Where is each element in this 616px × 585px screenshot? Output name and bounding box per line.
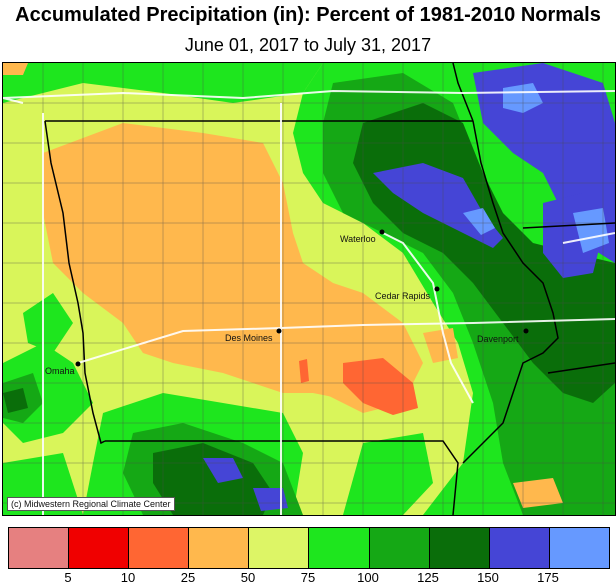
legend-tick-label: 125 [417,570,439,585]
city-markers: Waterloo Cedar Rapids Des Moines Omaha D… [45,229,529,376]
city-label-davenport: Davenport [477,334,519,344]
map-subtitle: June 01, 2017 to July 31, 2017 [184,35,432,55]
legend-swatch [309,528,370,568]
color-legend [8,527,610,569]
legend-swatch [429,528,490,568]
legend-swatch [249,528,310,568]
legend-swatch [489,528,550,568]
map-canvas: Waterloo Cedar Rapids Des Moines Omaha D… [3,63,615,515]
legend-swatch [369,528,430,568]
precip-zone-redorange [299,358,418,415]
city-marker-cedar-rapids [434,286,440,292]
city-marker-des-moines [276,328,282,334]
legend-tick-label: 25 [180,570,196,585]
state-borders [44,63,615,515]
legend-tick-label: 75 [300,570,316,585]
city-label-cedar-rapids: Cedar Rapids [375,291,431,301]
legend-tick-label: 10 [120,570,136,585]
legend-tick-label: 175 [537,570,559,585]
city-label-des-moines: Des Moines [225,333,273,343]
precipitation-map: Waterloo Cedar Rapids Des Moines Omaha D… [2,62,616,516]
credit-label: (c) Midwestern Regional Climate Center [7,497,175,511]
city-label-omaha: Omaha [45,366,75,376]
legend-swatch [129,528,190,568]
legend-ticks: 5 10 25 50 75 100 125 150 175 [8,570,608,585]
legend-tick-label: 5 [64,570,72,585]
legend-swatch [549,528,609,568]
highways [3,89,615,515]
legend-swatch [69,528,130,568]
legend-swatch [189,528,250,568]
map-title: Accumulated Precipitation (in): Percent … [15,4,601,26]
legend-swatch [9,528,70,568]
county-grid [3,63,615,515]
city-marker-davenport [523,328,529,334]
legend-tick-label: 50 [240,570,256,585]
city-label-waterloo: Waterloo [340,234,376,244]
legend-tick-label: 100 [357,570,379,585]
legend-tick-label: 150 [477,570,499,585]
city-marker-omaha [75,361,81,367]
city-marker-waterloo [379,229,385,235]
